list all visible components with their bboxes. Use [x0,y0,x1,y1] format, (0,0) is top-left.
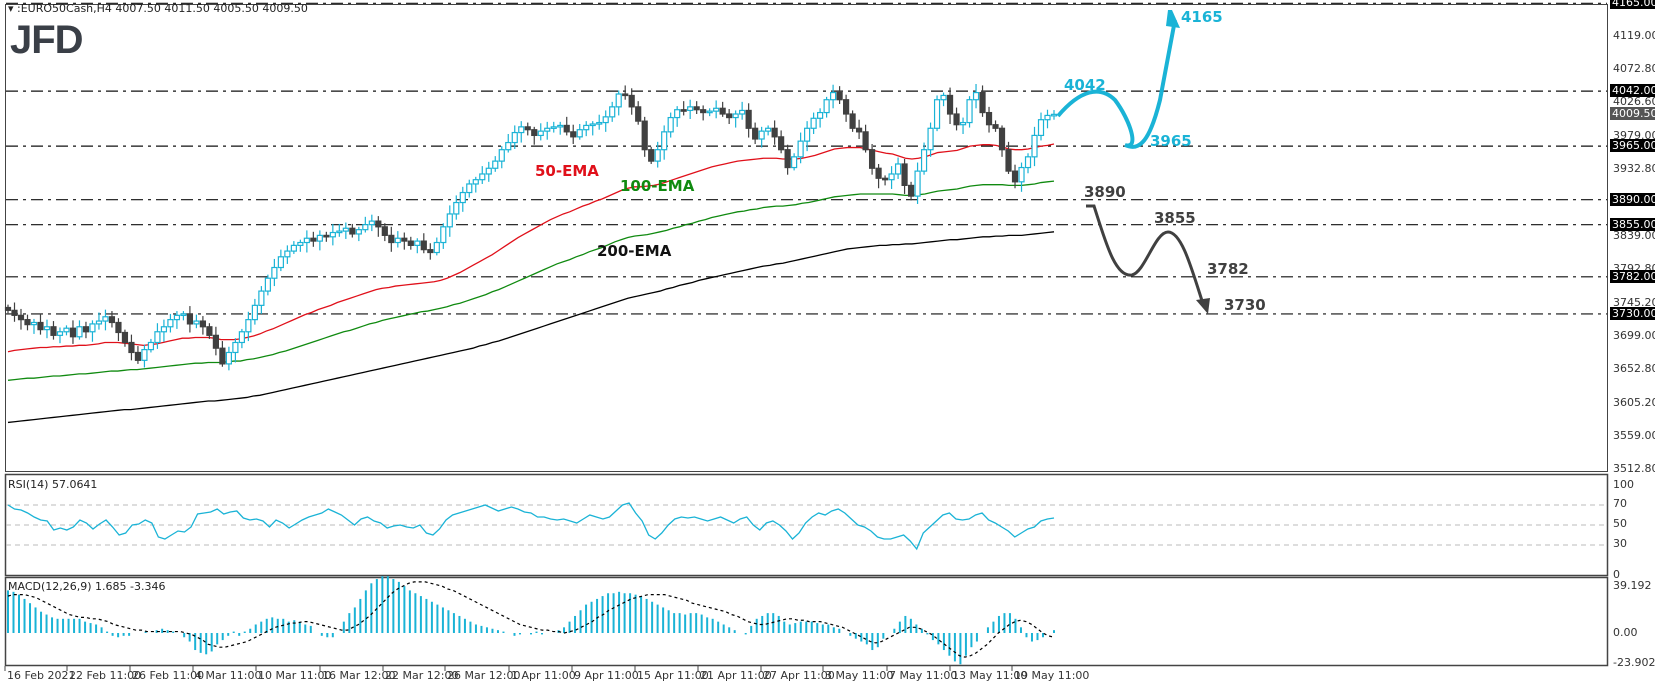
macd-histogram [7,576,1055,665]
price-tick: 3932.80 [1613,162,1655,176]
time-tick: 16 Feb 2021 [7,669,76,682]
ema-lines [7,143,1055,424]
price-tick: 3699.00 [1613,329,1655,343]
jfd-logo: JFD [10,18,84,62]
time-tick: 26 Feb 11:00 [132,669,205,682]
axis-ticks [4,666,1013,671]
price-tick: 3839.00 [1613,229,1655,243]
time-tick: 22 Mar 12:00 [385,669,459,682]
price-tick: 3855.00 [1610,217,1655,231]
macd-tick: -23.902 [1613,656,1655,669]
price-tick: 3652.80 [1613,362,1655,376]
time-tick: 19 May 11:00 [1014,669,1090,682]
rsi-panel [4,473,1609,577]
price-tick: 3965.00 [1610,139,1655,153]
time-tick: 21 Apr 11:00 [700,669,772,682]
price-tick: 3745.20 [1613,296,1655,310]
price-tick: 3559.00 [1613,429,1655,442]
price-tick: 4165.00 [1610,0,1655,10]
price-tick: 3605.20 [1613,396,1655,410]
horizontal-levels [6,2,1607,315]
time-tick: 3 May 11:00 [825,669,894,682]
macd-header: MACD(12,26,9) 1.685 -3.346 [8,580,166,593]
rsi-tick: 100 [1613,478,1634,491]
target-label-3965: 3965 [1150,132,1192,150]
time-tick: 4 Mar 11:00 [195,669,262,682]
target-label-3730: 3730 [1224,296,1266,314]
target-label-3890: 3890 [1084,183,1126,201]
rsi-tick: 30 [1613,537,1627,550]
macd-tick: 0.00 [1613,626,1638,639]
rsi-line [7,502,1055,551]
target-label-4165: 4165 [1181,8,1223,26]
ema100-label: 100-EMA [620,177,695,195]
price-tick: 3979.00 [1613,129,1655,143]
target-label-3855: 3855 [1154,209,1196,227]
macd-tick: 39.192 [1613,579,1652,592]
time-tick: 15 Apr 11:00 [637,669,709,682]
price-tick: 4026.60 [1613,95,1655,109]
rsi-header: RSI(14) 57.0641 [8,478,98,491]
rsi-tick: 50 [1613,517,1627,530]
target-label-3782: 3782 [1207,260,1249,278]
symbol-header: ▾ :EURO50Cash,H4 4007.50 4011.50 4005.50… [8,2,308,15]
rsi-tick: 0 [1613,568,1620,581]
price-tick: 4072.80 [1613,62,1655,76]
time-tick: 13 May 11:00 [952,669,1028,682]
price-tick: 4009.50 [1610,107,1655,121]
price-tick: 4042.00 [1610,84,1655,98]
price-tick: 3512.80 [1613,462,1655,475]
price-tick: 3730.00 [1610,306,1655,320]
time-tick: 10 Mar 11:00 [258,669,332,682]
target-label-4042: 4042 [1064,76,1106,94]
price-panel [5,4,1608,472]
rsi-levels [6,504,1607,546]
price-tick: 3782.00 [1610,269,1655,283]
time-tick: 16 Mar 12:00 [322,669,396,682]
rsi-tick: 70 [1613,497,1627,510]
time-tick: 22 Feb 11:00 [69,669,142,682]
time-tick: 27 Apr 11:00 [763,669,835,682]
ema50-label: 50-EMA [535,162,599,180]
candles [4,84,1058,371]
macd-panel [4,576,1609,667]
bullish-scenario-arrow [1056,10,1180,149]
price-tick: 4119.00 [1613,29,1655,43]
price-tick: 3890.00 [1610,192,1655,206]
time-tick: 7 May 11:00 [889,669,958,682]
time-tick: 26 Mar 12:00 [447,669,521,682]
bearish-scenario-arrow [1086,204,1210,314]
ema200-label: 200-EMA [597,242,672,260]
time-tick: 9 Apr 11:00 [574,669,639,682]
time-tick: 1 Apr 11:00 [511,669,576,682]
